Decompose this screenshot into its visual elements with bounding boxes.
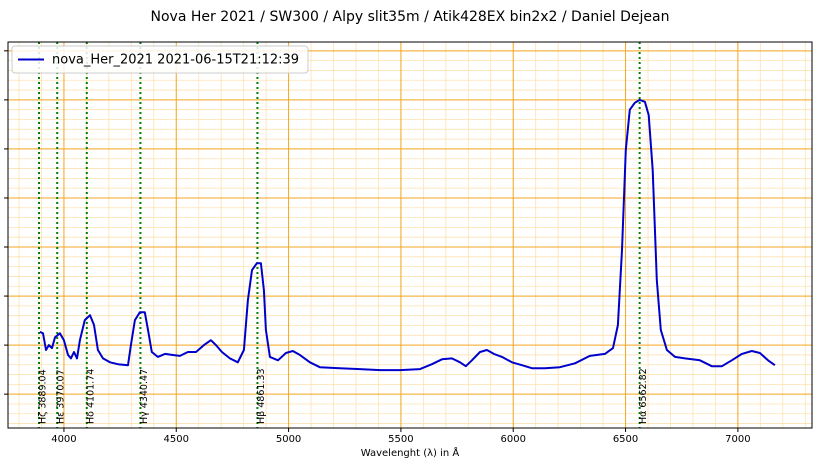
spectrum-line bbox=[39, 98, 776, 372]
reference-label: Hα 6562.82 bbox=[638, 368, 649, 424]
x-tick-label: 7000 bbox=[725, 434, 750, 445]
x-tick-label: 4000 bbox=[51, 434, 76, 445]
reference-label: Hβ 4861.33 bbox=[256, 368, 267, 424]
reference-label: Hδ 4101.74 bbox=[85, 369, 96, 424]
x-axis-label: Wavelenght (λ) in Å bbox=[361, 446, 460, 459]
x-tick-label: 5500 bbox=[388, 434, 413, 445]
reference-label: Hγ 4340.47 bbox=[139, 369, 150, 424]
legend-box bbox=[11, 45, 309, 74]
reference-label: Hε 3970.07 bbox=[56, 369, 67, 424]
chart-title: Nova Her 2021 / SW300 / Alpy slit35m / A… bbox=[151, 9, 670, 25]
x-tick-label: 6000 bbox=[500, 434, 525, 445]
legend-label: nova_Her_2021 2021-06-15T21:12:39 bbox=[52, 53, 299, 68]
reference-label: Hζ 3889.04 bbox=[38, 369, 49, 424]
x-tick-label: 5000 bbox=[276, 434, 301, 445]
plot-frame bbox=[7, 41, 813, 429]
x-tick-label: 6500 bbox=[613, 434, 638, 445]
x-tick-label: 4500 bbox=[164, 434, 189, 445]
